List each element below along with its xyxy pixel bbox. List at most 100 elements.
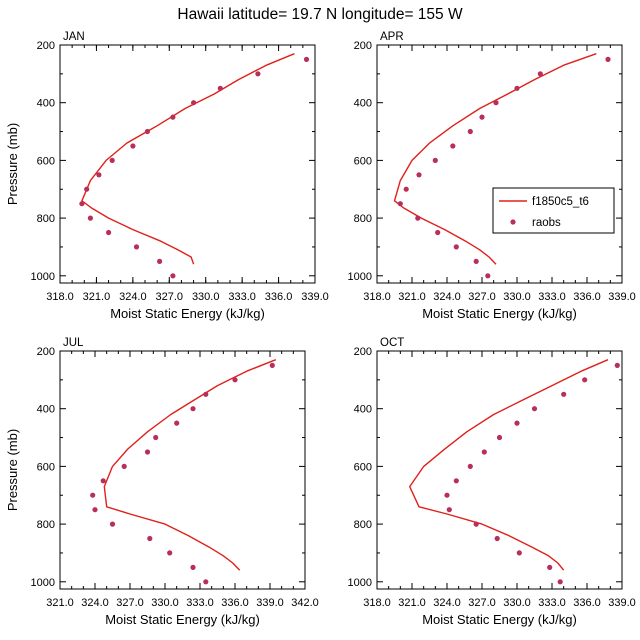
x-tick-label: 336.0 — [573, 597, 601, 609]
raobs-point — [397, 201, 403, 207]
x-tick-label: 333.0 — [538, 597, 566, 609]
y-tick-label: 1000 — [348, 271, 372, 283]
raobs-point — [416, 172, 422, 178]
raobs-point — [582, 377, 588, 383]
raobs-point — [531, 406, 538, 412]
x-axis-title: Moist Static Energy (kJ/kg) — [110, 306, 265, 321]
x-tick-label: 339.0 — [608, 597, 636, 609]
raobs-point — [496, 434, 503, 441]
raobs-point — [494, 535, 500, 542]
raobs-point — [453, 244, 459, 250]
plot-frame — [376, 44, 623, 284]
raobs-point — [147, 535, 153, 542]
raobs-point — [133, 244, 140, 250]
raobs-point — [170, 273, 176, 279]
panel-jan: 318.0 321.0 324.0 327.0 330.0 333.0 336.0 339.0… — [5, 31, 329, 321]
x-tick-label: 330.0 — [503, 597, 531, 609]
x-tick-label: 318.0 — [363, 291, 391, 303]
raobs-point — [84, 186, 90, 192]
x-tick-label: 321.0 — [83, 291, 111, 303]
raobs-point — [96, 172, 102, 178]
x-tick-label: 324.0 — [433, 291, 461, 303]
x-tick-label: 324.0 — [433, 597, 461, 609]
y-tick-label: 800 — [354, 519, 372, 531]
raobs-point — [561, 391, 567, 397]
raobs-point — [144, 449, 151, 455]
raobs-point — [516, 550, 522, 556]
y-tick-label: 200 — [354, 346, 372, 358]
raobs-point — [514, 85, 520, 91]
raobs-point — [557, 579, 563, 585]
x-tick-label: 327.0 — [468, 597, 496, 609]
figure-title: Hawaii latitude= 19.7 N longitude= 155 W — [177, 6, 463, 23]
legend-marker-swatch — [510, 219, 516, 225]
x-tick-label: 330.0 — [192, 291, 220, 303]
y-tick-label: 400 — [37, 404, 55, 416]
y-tick-label: 400 — [354, 404, 372, 416]
x-tick-label: 333.0 — [538, 291, 566, 303]
x-tick-label: 333.0 — [228, 291, 256, 303]
raobs-point — [493, 100, 499, 106]
raobs-point — [403, 186, 409, 192]
raobs-point — [106, 229, 112, 236]
panel-label: JUL — [63, 337, 84, 349]
x-tick-label: 339.0 — [608, 291, 636, 303]
x-tick-label: 330.0 — [503, 291, 531, 303]
y-tick-label: 600 — [354, 155, 372, 167]
raobs-point — [87, 215, 93, 221]
panel-apr: 318.0 321.0 324.0 327.0 330.0 333.0 336.0 339.0… — [348, 31, 636, 321]
y-tick-label: 200 — [37, 40, 55, 52]
panel-oct: 318.0 321.0 324.0 327.0 330.0 333.0 336.0 339.0… — [348, 337, 636, 627]
raobs-point — [444, 492, 450, 498]
x-tick-label: 330.0 — [151, 597, 179, 609]
raobs-point — [79, 201, 85, 207]
y-tick-label: 800 — [37, 213, 55, 225]
raobs-point — [130, 143, 136, 149]
raobs-point — [453, 478, 459, 484]
raobs-point — [203, 579, 209, 585]
raobs-point — [92, 507, 98, 513]
raobs-point — [191, 100, 197, 106]
raobs-point — [232, 377, 238, 383]
raobs-point — [435, 229, 441, 236]
raobs-point — [537, 71, 543, 77]
y-axis-title: Pressure (mb) — [5, 123, 20, 205]
panel-label: OCT — [380, 337, 404, 349]
raobs-point — [157, 258, 163, 264]
raobs-point — [450, 143, 456, 149]
raobs-point — [190, 564, 196, 571]
x-tick-label: 321.0 — [398, 597, 426, 609]
x-tick-label: 342.0 — [291, 597, 319, 609]
legend-line-label: f1850c5_t6 — [532, 196, 589, 208]
x-tick-label: 327.0 — [116, 597, 144, 609]
x-axis-title: Moist Static Energy (kJ/kg) — [422, 306, 577, 321]
raobs-point — [167, 550, 173, 556]
raobs-point — [109, 157, 115, 163]
legend-box — [492, 187, 615, 234]
x-tick-label: 339.0 — [301, 291, 329, 303]
raobs-point — [153, 434, 159, 441]
raobs-point — [479, 114, 485, 120]
raobs-point — [217, 85, 223, 91]
raobs-point — [547, 564, 553, 571]
y-tick-label: 400 — [37, 98, 55, 110]
x-tick-label: 321.0 — [398, 291, 426, 303]
raobs-point — [481, 449, 487, 455]
x-tick-label: 339.0 — [256, 597, 284, 609]
x-tick-label: 327.0 — [468, 291, 496, 303]
x-tick-label: 327.0 — [156, 291, 184, 303]
y-tick-label: 1000 — [348, 577, 372, 589]
raobs-point — [303, 56, 310, 63]
x-tick-label: 336.0 — [221, 597, 249, 609]
legend-marker-label: raobs — [532, 217, 561, 229]
y-tick-label: 1000 — [31, 271, 55, 283]
panel-jul: 321.0 324.0 327.0 330.0 333.0 336.0 339.0 342.0… — [5, 337, 319, 627]
raobs-point — [144, 128, 150, 135]
x-tick-label: 336.0 — [573, 291, 601, 303]
x-tick-label: 318.0 — [46, 291, 74, 303]
raobs-point — [415, 215, 421, 221]
model-profile-line — [103, 359, 277, 571]
raobs-point — [174, 420, 180, 426]
